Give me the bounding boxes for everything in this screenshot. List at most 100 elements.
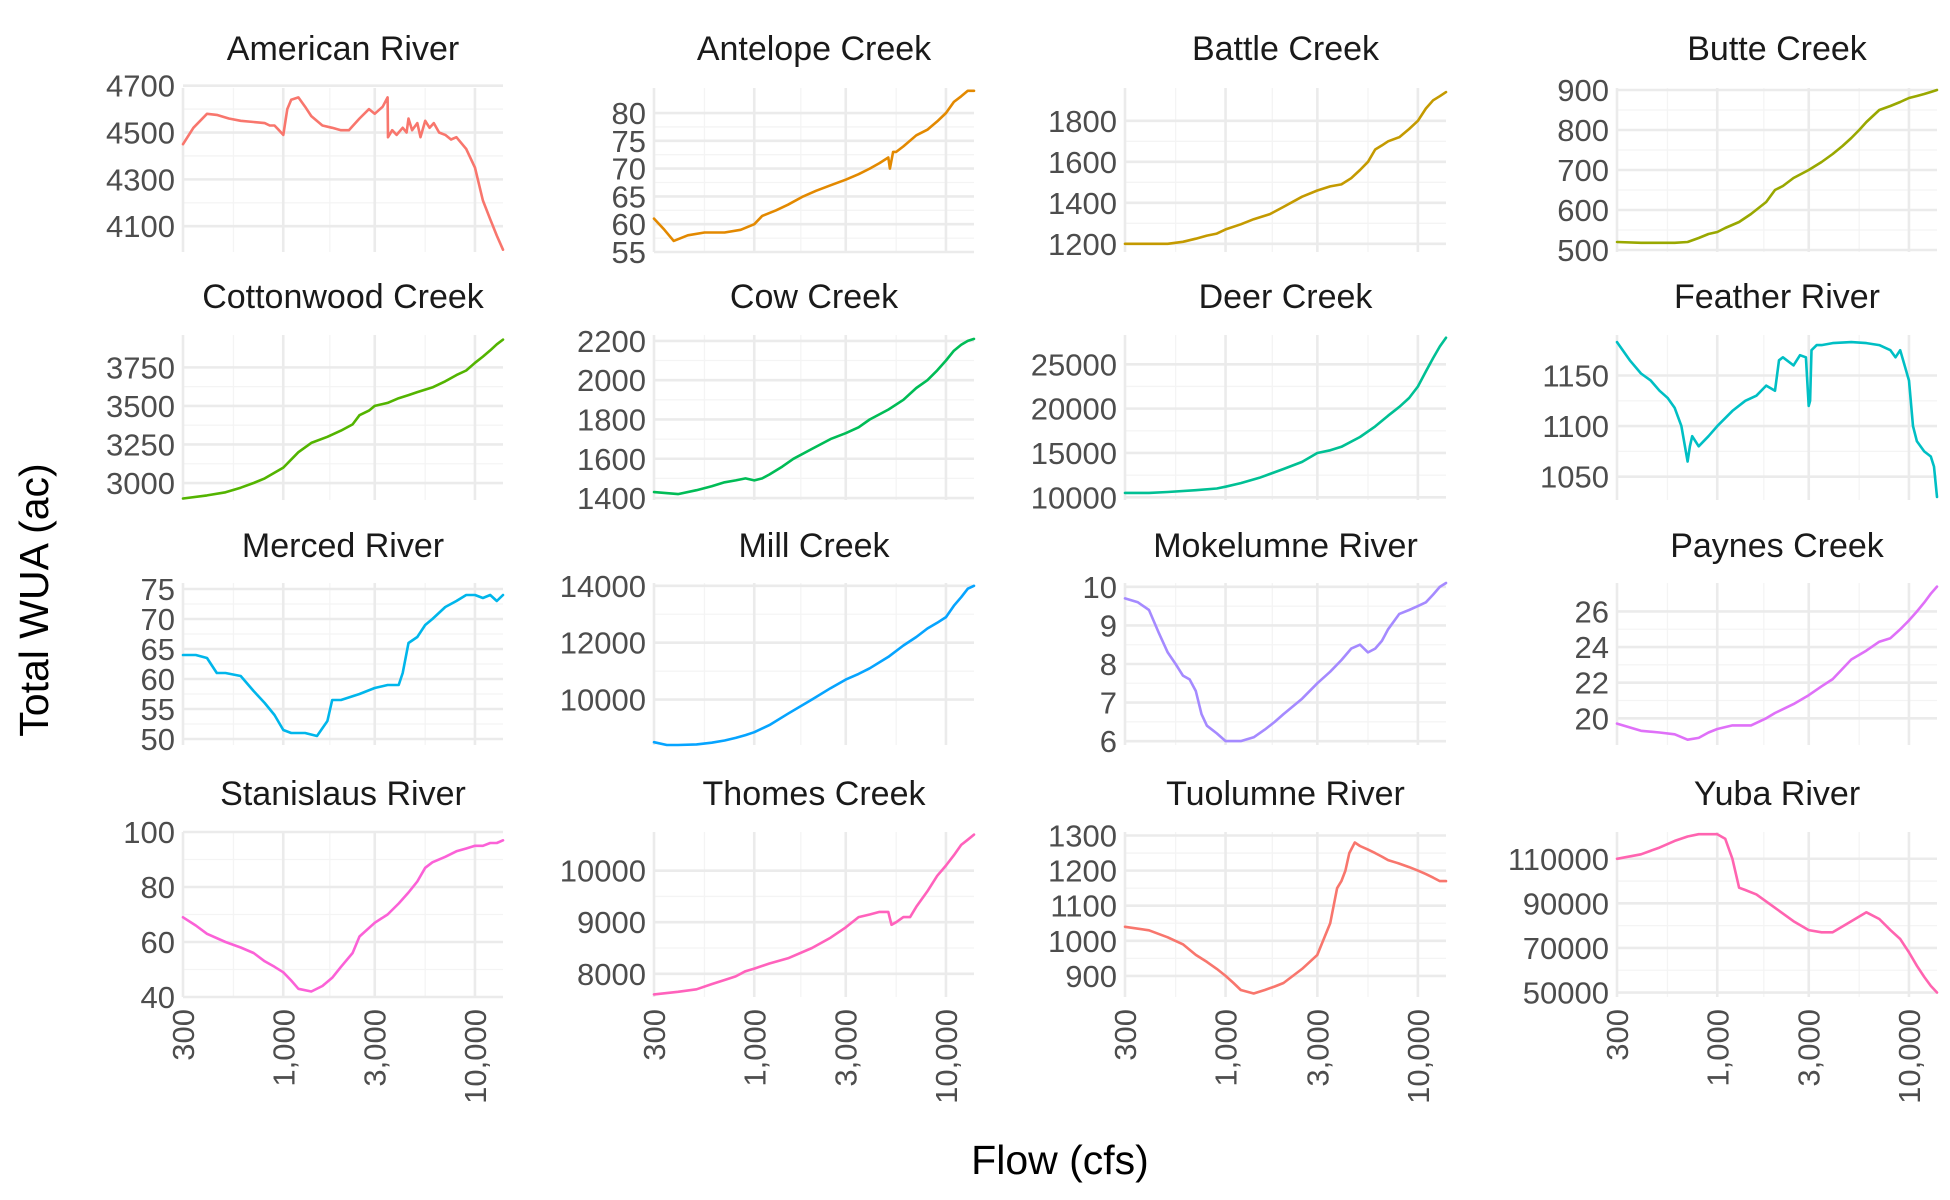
facet-panel: Yuba River 50000 70000 90000 110000 300 1,000 3… [1508,775,1939,1104]
y-tick-label: 1400 [1048,186,1117,221]
y-tick-label: 9 [1100,608,1117,643]
facet-panel: Deer Creek 10000 15000 20000 25000 [1031,278,1448,515]
series-line [652,584,976,747]
y-tick-label: 900 [1557,73,1609,108]
series-line [1615,340,1939,499]
y-tick-label: 4300 [106,162,175,197]
y-tick-label: 600 [1557,193,1609,228]
facet-panels: American River 4100 4300 4500 4700 Antelope C… [106,30,1939,1104]
x-tick-label: 3,000 [1792,1009,1827,1087]
y-tick-label: 60 [612,207,646,242]
facet-panel: Feather River 1050 1100 1150 [1540,278,1939,500]
series-line [1123,841,1448,995]
y-tick-label: 110000 [1508,842,1609,877]
series-line [652,89,976,243]
x-tick-label: 3,000 [1300,1009,1335,1087]
series-line [181,593,505,738]
x-tick-label: 1,000 [1700,1009,1735,1087]
facet-title: Paynes Creek [1670,527,1885,565]
y-tick-label: 1200 [1048,854,1117,889]
series-line [181,838,505,993]
series-line [1123,90,1448,246]
y-tick-label: 4500 [106,116,175,151]
y-tick-label: 1300 [1048,819,1117,854]
series-line [652,833,976,996]
y-tick-label: 10000 [560,854,646,889]
y-tick-label: 65 [141,632,175,667]
facet-panel: Stanislaus River 40 60 80 100 300 1,000 3,000 10… [123,775,505,1104]
y-tick-label: 55 [612,235,646,270]
y-tick-label: 90000 [1523,886,1609,921]
y-tick-label: 1800 [1048,104,1117,139]
series-line [652,337,976,496]
y-axis-title: Total WUA (ac) [11,463,57,736]
y-tick-label: 9000 [577,905,646,940]
y-tick-label: 1150 [1542,358,1609,393]
facet-title: Stanislaus River [220,775,466,813]
y-tick-label: 26 [1575,594,1609,629]
facet-panel: Mill Creek 10000 12000 14000 [560,527,976,747]
x-axis-title: Flow (cfs) [971,1137,1149,1183]
y-tick-label: 60 [141,925,175,960]
facet-title: Deer Creek [1199,278,1374,316]
series-line [1615,585,1939,742]
y-tick-label: 75 [141,572,175,607]
facet-title: Mokelumne River [1153,527,1418,565]
y-tick-label: 70 [612,152,646,187]
facet-title: Cow Creek [730,278,899,316]
y-tick-label: 100 [123,815,175,850]
y-tick-label: 15000 [1031,436,1117,471]
x-tick-label: 300 [637,1009,672,1061]
x-tick-label: 10,000 [1401,1009,1436,1104]
facet-panel: Mokelumne River 67 8 910 [1083,527,1448,759]
y-tick-label: 1400 [577,481,646,516]
series-line [181,96,505,251]
series-line [181,338,505,500]
y-tick-label: 14000 [560,569,646,604]
x-tick-label: 300 [166,1009,201,1061]
facet-panel: Butte Creek 500 600 700 800 900 [1557,30,1939,268]
y-tick-label: 8000 [577,957,646,992]
y-tick-label: 10000 [1031,480,1117,515]
facet-title: Butte Creek [1687,30,1868,68]
y-tick-label: 6 [1100,724,1117,759]
y-tick-label: 1100 [1050,889,1117,924]
x-tick-label: 1,000 [266,1009,301,1087]
y-tick-label: 55 [141,692,175,727]
series-line [1123,581,1448,743]
y-tick-label: 700 [1557,153,1609,188]
facet-title: Tuolumne River [1166,775,1405,813]
y-tick-label: 8 [1100,647,1117,682]
facet-panel: Cow Creek 1400 1600 1800 2000 2200 [577,278,976,516]
y-tick-label: 1600 [577,442,646,477]
facet-panel: Thomes Creek 8000 9000 10000 300 1,000 3,000 10… [560,775,976,1104]
x-tick-label: 10,000 [1892,1009,1927,1104]
y-tick-label: 1200 [1048,227,1117,262]
x-tick-label: 1,000 [1209,1009,1244,1087]
y-tick-label: 2000 [577,363,646,398]
y-tick-label: 1600 [1048,145,1117,180]
facet-title: Feather River [1674,278,1880,316]
y-tick-label: 4700 [106,69,175,104]
y-tick-label: 2200 [577,324,646,359]
x-tick-label: 10,000 [929,1009,964,1104]
y-tick-label: 3500 [106,389,175,424]
series-line [1615,88,1939,245]
y-tick-label: 75 [612,124,646,159]
facet-panel: American River 4100 4300 4500 4700 [106,30,505,252]
y-tick-label: 4100 [106,209,175,244]
y-tick-label: 70 [141,602,175,637]
facet-title: Merced River [242,527,444,565]
y-tick-label: 60 [141,662,175,697]
series-line [1123,336,1448,495]
y-tick-label: 1050 [1540,460,1609,495]
y-tick-label: 10000 [560,683,646,718]
x-tick-label: 300 [1600,1009,1635,1061]
y-tick-label: 500 [1557,233,1609,268]
y-tick-label: 70000 [1523,931,1609,966]
x-tick-label: 300 [1108,1009,1143,1061]
